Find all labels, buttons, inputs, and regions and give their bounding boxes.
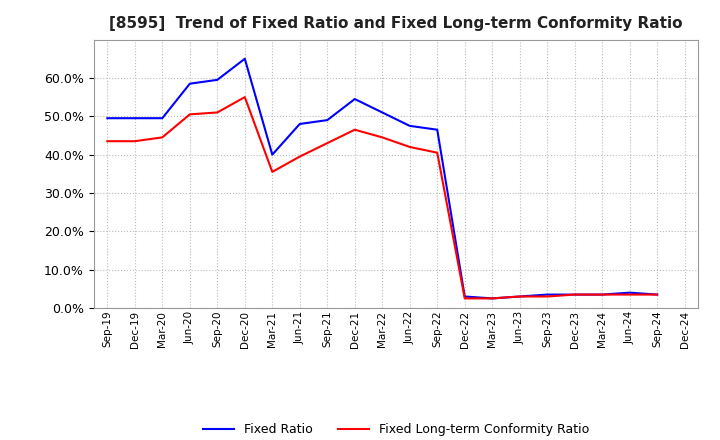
Fixed Ratio <box>351 96 359 102</box>
Fixed Long-term Conformity Ratio <box>351 127 359 132</box>
Fixed Ratio <box>240 56 249 62</box>
Fixed Ratio <box>295 121 304 127</box>
Fixed Ratio <box>570 292 579 297</box>
Fixed Ratio <box>158 116 166 121</box>
Fixed Ratio <box>268 152 276 157</box>
Fixed Long-term Conformity Ratio <box>516 294 524 299</box>
Fixed Long-term Conformity Ratio <box>240 95 249 100</box>
Fixed Long-term Conformity Ratio <box>488 296 497 301</box>
Fixed Long-term Conformity Ratio <box>570 292 579 297</box>
Fixed Ratio <box>213 77 222 82</box>
Fixed Ratio <box>433 127 441 132</box>
Fixed Ratio <box>186 81 194 86</box>
Title: [8595]  Trend of Fixed Ratio and Fixed Long-term Conformity Ratio: [8595] Trend of Fixed Ratio and Fixed Lo… <box>109 16 683 32</box>
Fixed Ratio <box>460 294 469 299</box>
Fixed Long-term Conformity Ratio <box>295 154 304 159</box>
Fixed Long-term Conformity Ratio <box>460 296 469 301</box>
Fixed Long-term Conformity Ratio <box>653 292 662 297</box>
Fixed Long-term Conformity Ratio <box>186 112 194 117</box>
Fixed Long-term Conformity Ratio <box>103 139 112 144</box>
Fixed Ratio <box>130 116 139 121</box>
Fixed Ratio <box>653 292 662 297</box>
Fixed Long-term Conformity Ratio <box>130 139 139 144</box>
Fixed Long-term Conformity Ratio <box>268 169 276 175</box>
Line: Fixed Long-term Conformity Ratio: Fixed Long-term Conformity Ratio <box>107 97 657 298</box>
Fixed Ratio <box>543 292 552 297</box>
Fixed Long-term Conformity Ratio <box>323 140 332 146</box>
Fixed Ratio <box>323 117 332 123</box>
Fixed Ratio <box>488 296 497 301</box>
Fixed Ratio <box>626 290 634 295</box>
Fixed Long-term Conformity Ratio <box>433 150 441 155</box>
Fixed Long-term Conformity Ratio <box>626 292 634 297</box>
Legend: Fixed Ratio, Fixed Long-term Conformity Ratio: Fixed Ratio, Fixed Long-term Conformity … <box>198 418 594 440</box>
Fixed Long-term Conformity Ratio <box>405 144 414 150</box>
Fixed Ratio <box>598 292 606 297</box>
Fixed Ratio <box>516 294 524 299</box>
Fixed Long-term Conformity Ratio <box>213 110 222 115</box>
Line: Fixed Ratio: Fixed Ratio <box>107 59 657 298</box>
Fixed Long-term Conformity Ratio <box>543 294 552 299</box>
Fixed Ratio <box>405 123 414 128</box>
Fixed Long-term Conformity Ratio <box>378 135 387 140</box>
Fixed Long-term Conformity Ratio <box>598 292 606 297</box>
Fixed Ratio <box>103 116 112 121</box>
Fixed Ratio <box>378 110 387 115</box>
Fixed Long-term Conformity Ratio <box>158 135 166 140</box>
